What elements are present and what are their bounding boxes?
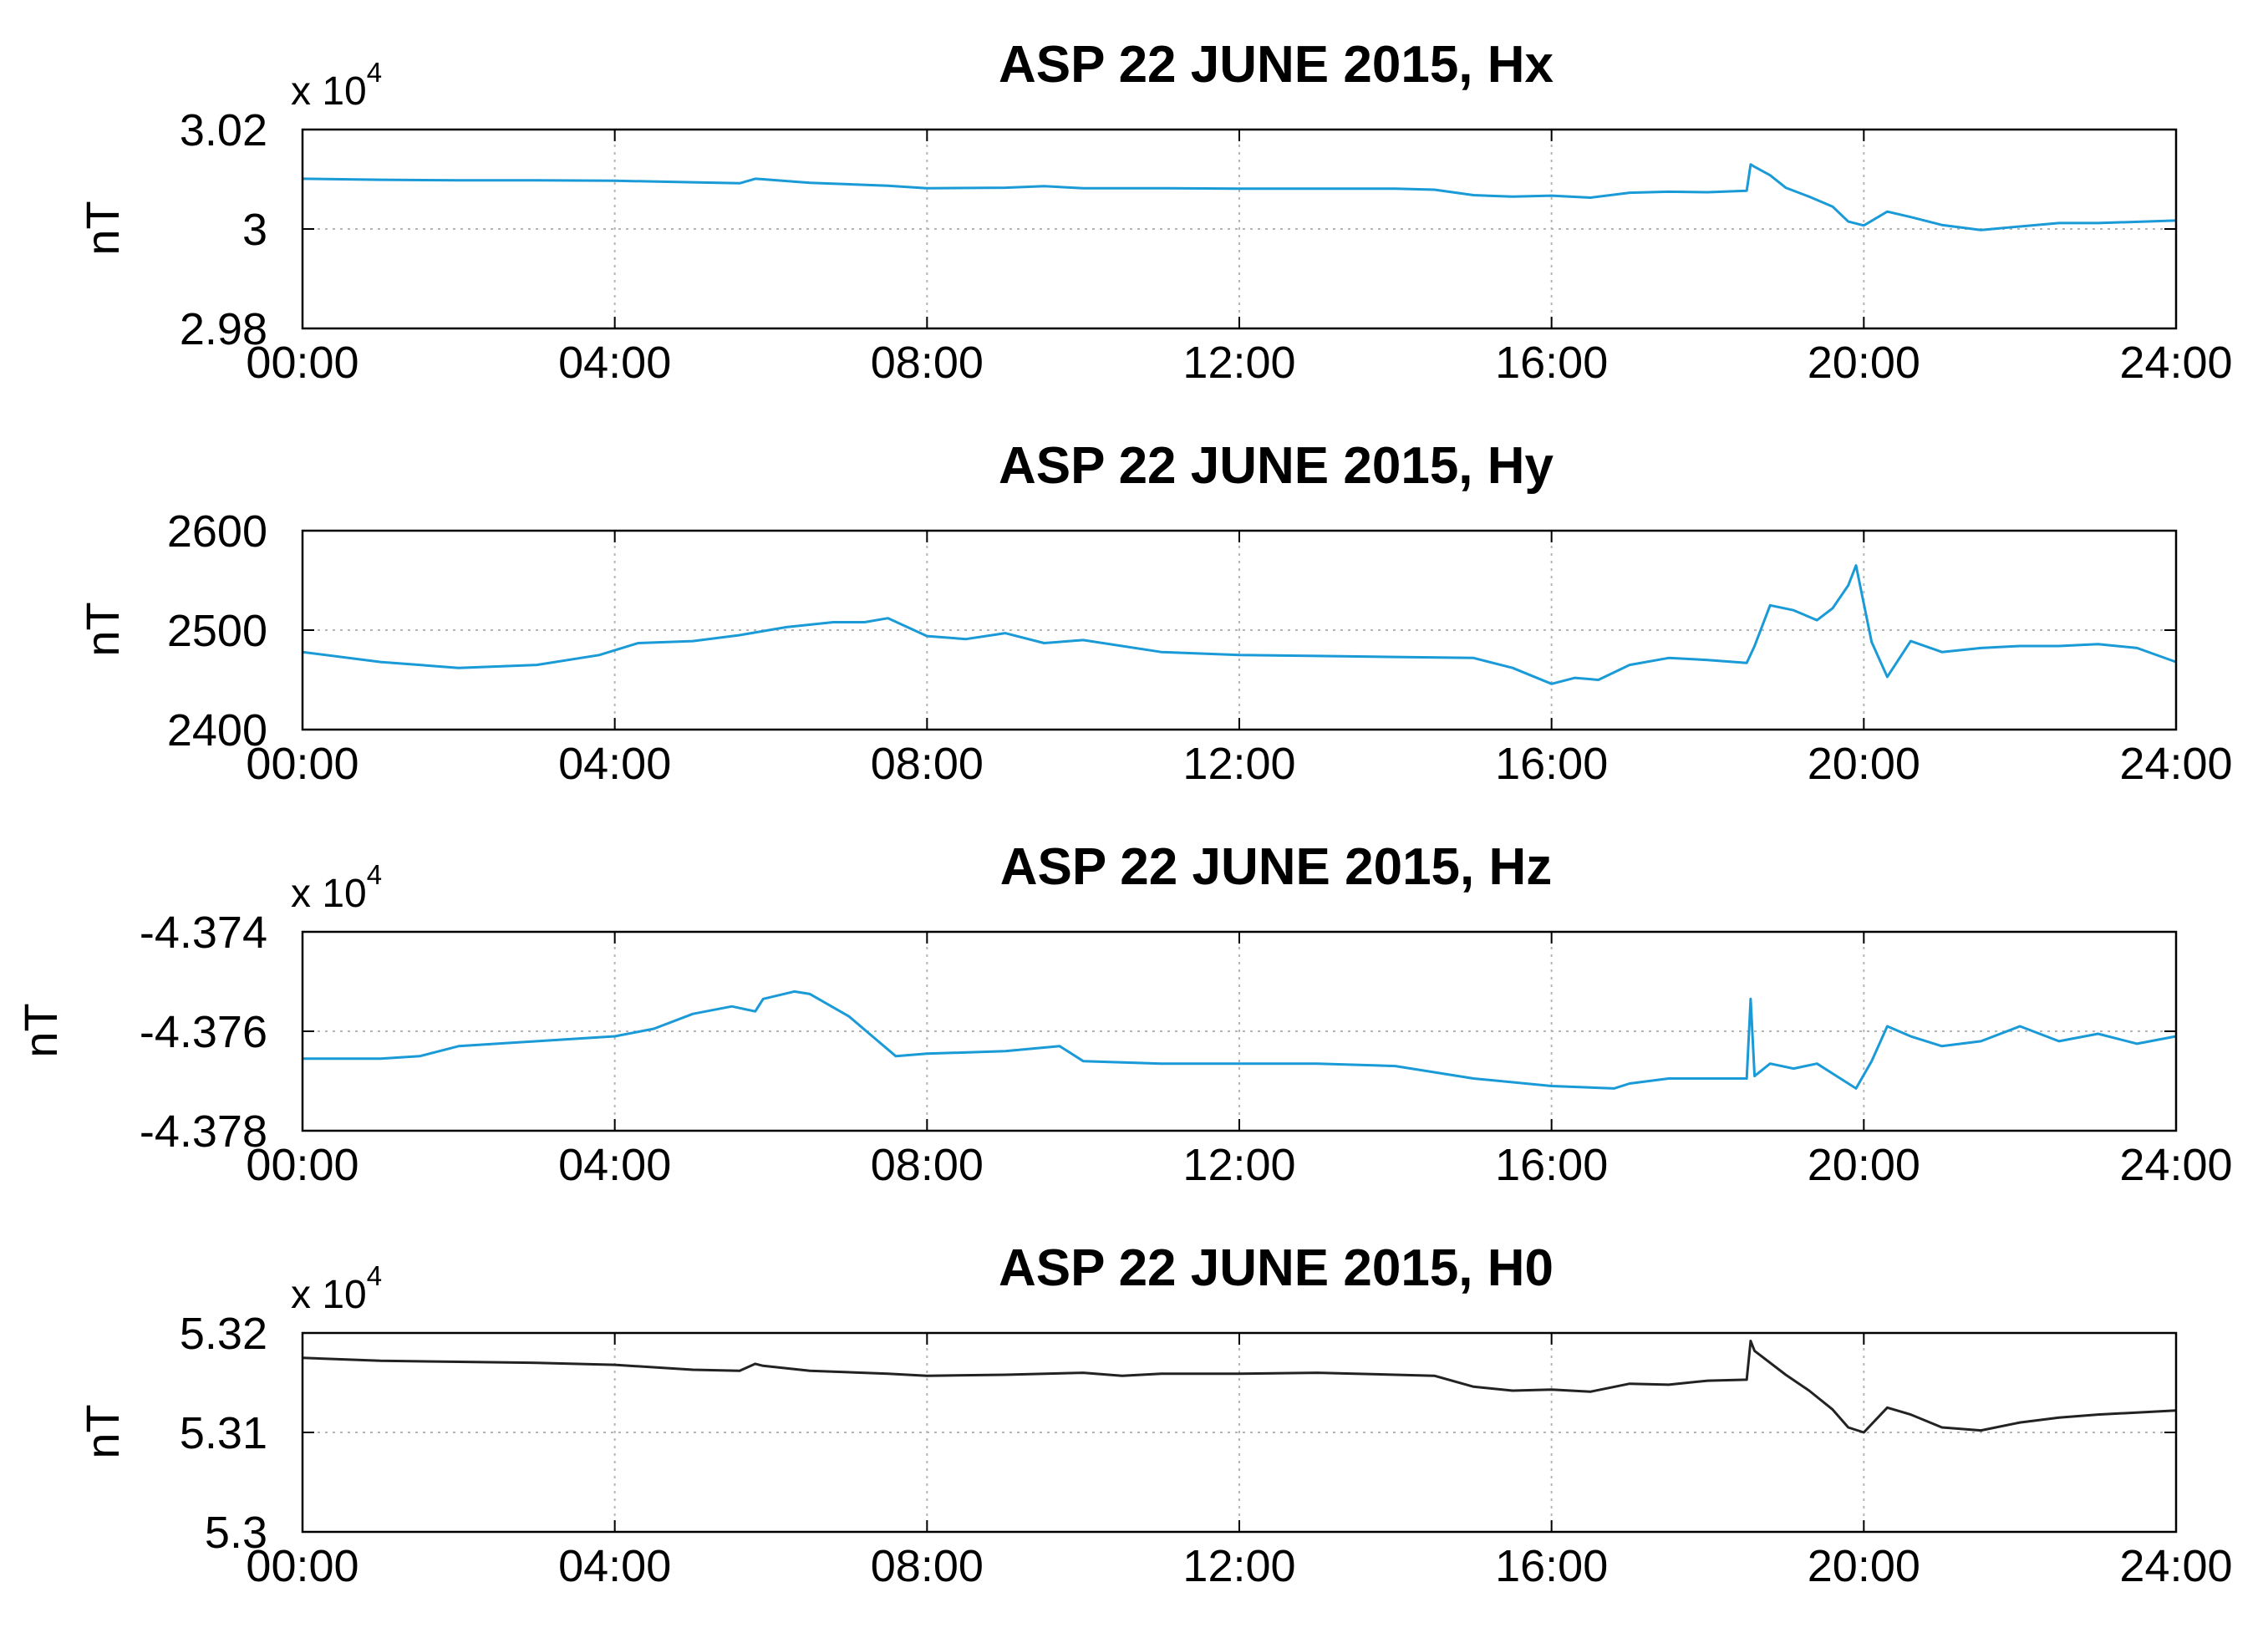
y-multiplier: x 104 — [291, 859, 382, 916]
series-line — [302, 564, 2177, 685]
y-tick-label: 3 — [242, 205, 267, 255]
x-tick-label: 20:00 — [1808, 1140, 1920, 1190]
panel-hz: ASP 22 JUNE 2015, Hz x 104 nT 00:00 04:00… — [14, 838, 2233, 1190]
x-tick-label: 04:00 — [558, 1541, 671, 1591]
y-axis-label: nT — [76, 1404, 129, 1458]
x-tick-label: 20:00 — [1808, 739, 1920, 789]
x-tick-label: 08:00 — [871, 1140, 984, 1190]
y-multiplier: x 104 — [291, 57, 382, 114]
y-tick-label: 5.31 — [180, 1408, 267, 1458]
x-tick-label: 08:00 — [871, 338, 984, 388]
series-line — [302, 163, 2177, 231]
panel-title: ASP 22 JUNE 2015, H0 — [999, 1239, 1554, 1297]
x-tick-label: 08:00 — [871, 1541, 984, 1591]
y-tick-label: 3.02 — [180, 105, 267, 155]
x-tick-label: 12:00 — [1182, 739, 1295, 789]
y-axis-label: nT — [14, 1003, 67, 1057]
y-multiplier: x 104 — [291, 1260, 382, 1317]
y-tick-label: -4.376 — [140, 1007, 267, 1057]
x-tick-label: 00:00 — [246, 338, 359, 388]
x-tick-label: 24:00 — [2119, 1541, 2232, 1591]
panel-title: ASP 22 JUNE 2015, Hz — [1000, 838, 1553, 896]
y-axis-label: nT — [76, 602, 129, 656]
y-tick-label: 2.98 — [180, 304, 267, 354]
x-tick-label: 04:00 — [558, 1140, 671, 1190]
x-tick-label: 20:00 — [1808, 1541, 1920, 1591]
panel-title: ASP 22 JUNE 2015, Hx — [999, 36, 1554, 94]
panel-h0: ASP 22 JUNE 2015, H0 x 104 nT 00:00 04:00… — [76, 1239, 2233, 1591]
x-tick-label: 20:00 — [1808, 338, 1920, 388]
x-tick-label: 04:00 — [558, 338, 671, 388]
series-line — [302, 1340, 2177, 1434]
plot-area: 00:00 04:00 08:00 12:00 16:00 20:00 24:00 2400 2… — [167, 506, 2233, 789]
y-tick-label: 5.3 — [205, 1508, 267, 1558]
y-axis-label: nT — [76, 201, 129, 255]
x-tick-label: 24:00 — [2119, 1140, 2232, 1190]
x-tick-label: 12:00 — [1182, 1541, 1295, 1591]
x-tick-label: 24:00 — [2119, 739, 2232, 789]
y-tick-label: -4.374 — [140, 908, 267, 958]
x-tick-label: 16:00 — [1495, 739, 1608, 789]
y-tick-label: 2600 — [167, 506, 267, 557]
x-tick-label: 00:00 — [246, 739, 359, 789]
y-tick-label: 5.32 — [180, 1309, 267, 1359]
x-tick-label: 12:00 — [1182, 338, 1295, 388]
x-tick-label: 04:00 — [558, 739, 671, 789]
x-tick-label: 16:00 — [1495, 1140, 1608, 1190]
panel-hy: ASP 22 JUNE 2015, Hy nT 00:00 04:00 08:00 1… — [76, 437, 2233, 789]
x-tick-label: 16:00 — [1495, 1541, 1608, 1591]
panel-hx: ASP 22 JUNE 2015, Hx x 104 nT 00:00 04:00… — [76, 36, 2233, 388]
x-tick-label: 16:00 — [1495, 338, 1608, 388]
plot-area: 00:00 04:00 08:00 12:00 16:00 20:00 24:00 5.3 5.… — [180, 1309, 2233, 1591]
y-tick-label: 2400 — [167, 705, 267, 755]
plot-area: 00:00 04:00 08:00 12:00 16:00 20:00 24:00 2.98 3… — [180, 105, 2233, 388]
x-tick-label: 12:00 — [1182, 1140, 1295, 1190]
x-tick-label: 08:00 — [871, 739, 984, 789]
x-tick-label: 00:00 — [246, 1140, 359, 1190]
y-tick-label: -4.378 — [140, 1106, 267, 1157]
plot-area: 00:00 04:00 08:00 12:00 16:00 20:00 24:00 -4.37… — [140, 908, 2233, 1190]
y-tick-label: 2500 — [167, 606, 267, 656]
x-tick-label: 00:00 — [246, 1541, 359, 1591]
panel-title: ASP 22 JUNE 2015, Hy — [999, 437, 1554, 495]
x-tick-label: 24:00 — [2119, 338, 2232, 388]
series-line — [303, 989, 2177, 1090]
